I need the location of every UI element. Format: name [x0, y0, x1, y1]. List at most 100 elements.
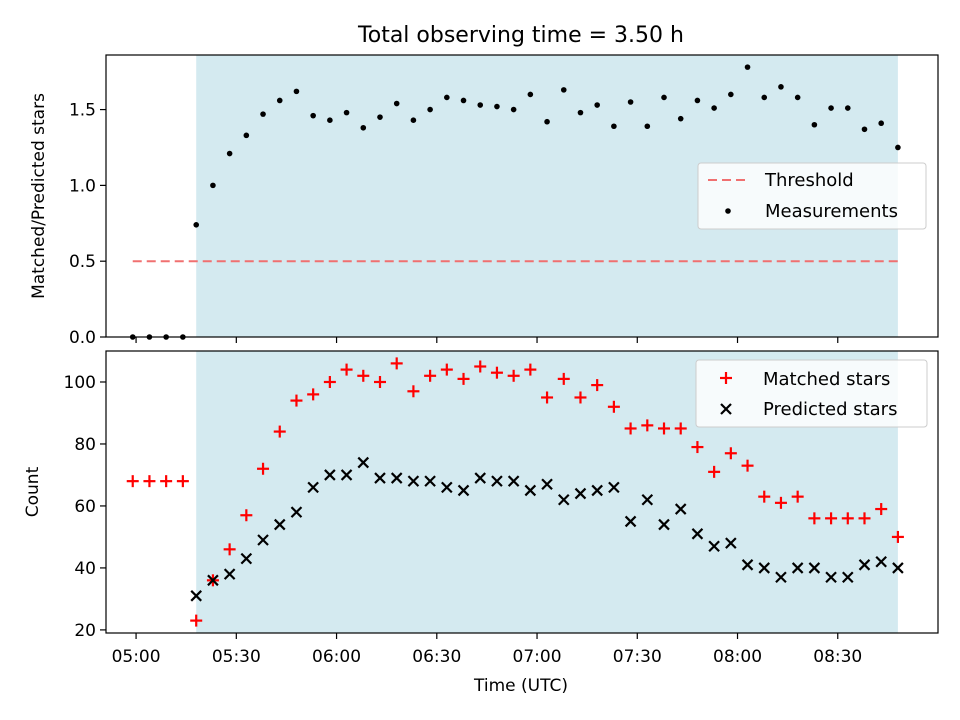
predicted-point	[825, 571, 837, 583]
predicted-point	[557, 493, 570, 506]
measurement-point	[477, 102, 484, 108]
matched-point	[825, 512, 838, 525]
matched-point	[641, 419, 654, 432]
measurement-point	[510, 106, 517, 113]
predicted-point	[541, 478, 553, 491]
predicted-point	[424, 475, 436, 487]
measurement-point	[861, 126, 868, 133]
matched-point	[323, 375, 336, 388]
predicted-point	[307, 481, 319, 494]
matched-point	[691, 441, 704, 454]
legend-threshold-label: Threshold	[764, 170, 854, 191]
predicted-point	[507, 475, 520, 487]
predicted-point	[775, 571, 787, 583]
matched-point	[708, 465, 721, 478]
measurement-point	[560, 87, 567, 93]
count-ytick-label: 80	[74, 435, 96, 455]
predicted-point	[457, 484, 470, 497]
predicted-point	[791, 562, 804, 574]
predicted-point	[608, 481, 620, 494]
matched-point	[674, 422, 687, 435]
predicted-point	[641, 493, 654, 506]
predicted-point	[240, 552, 253, 565]
count-y-ticks: 20 40 60 80 100	[64, 373, 106, 641]
matched-point	[791, 490, 804, 503]
ratio-ytick-label: 0.0	[69, 328, 96, 348]
matched-point	[340, 363, 353, 376]
measurement-point	[711, 105, 717, 111]
ratio-ytick-label: 1.0	[69, 176, 96, 196]
matched-point	[724, 447, 737, 460]
measurement-point	[878, 120, 884, 127]
matched-point	[524, 363, 537, 376]
measurement-point	[895, 144, 901, 151]
matched-point	[240, 509, 253, 522]
predicted-point	[741, 559, 754, 571]
predicted-point	[324, 469, 336, 481]
predicted-point	[691, 528, 704, 540]
matched-point	[841, 512, 854, 525]
ratio-axes-frame	[105, 54, 939, 338]
measurement-point	[828, 105, 834, 111]
count-xtick-label: 05:30	[212, 647, 261, 667]
ratio-panel: 0.0 0.5 1.0 1.5 Matched/Predicted stars Thr…	[29, 54, 939, 348]
predicted-point	[624, 515, 637, 528]
measurement-point	[577, 109, 584, 116]
matched-point	[307, 388, 320, 401]
predicted-point	[273, 518, 286, 531]
measurement-point	[694, 97, 701, 104]
measurement-point	[661, 94, 667, 101]
predicted-point	[574, 487, 587, 500]
predicted-point	[374, 472, 386, 484]
predicted-point	[491, 475, 503, 487]
matched-point	[126, 475, 139, 488]
predicted-point	[875, 555, 887, 568]
matched-point	[176, 475, 189, 488]
matched-point	[373, 375, 386, 388]
predicted-point	[591, 484, 603, 497]
measurement-point	[778, 84, 784, 90]
predicted-point	[842, 571, 854, 583]
measurement-point	[310, 112, 316, 119]
matched-point	[574, 391, 587, 404]
measurement-point	[794, 94, 801, 101]
matched-point	[741, 459, 754, 472]
predicted-point	[658, 518, 670, 531]
count-xtick-label: 07:30	[613, 647, 662, 667]
count-legend: Matched stars Predicted stars	[695, 359, 928, 428]
measurement-point	[494, 103, 500, 110]
predicted-point	[257, 534, 269, 546]
matched-point	[875, 503, 888, 516]
measurement-point	[343, 109, 350, 116]
predicted-point	[223, 568, 236, 580]
matched-point	[557, 372, 570, 385]
measurement-point	[844, 105, 851, 111]
predicted-point	[674, 503, 687, 515]
matched-point	[390, 357, 403, 370]
legend-measurements-swatch	[725, 208, 731, 214]
predicted-point	[207, 574, 219, 587]
measurement-point	[276, 97, 283, 104]
measurement-point	[594, 102, 600, 108]
predicted-point	[290, 506, 303, 518]
measurement-point	[377, 114, 383, 120]
measurement-point	[761, 94, 768, 101]
legend-predicted-label: Predicted stars	[763, 399, 897, 420]
legend-matched-swatch	[720, 372, 732, 384]
ratio-x-ticks	[135, 337, 839, 343]
predicted-point	[808, 562, 821, 574]
predicted-point	[441, 481, 453, 494]
count-points	[126, 357, 904, 627]
matched-point	[507, 369, 520, 382]
ratio-ytick-label: 1.5	[69, 101, 96, 121]
matched-point	[808, 512, 821, 525]
count-ytick-label: 40	[74, 559, 96, 579]
count-axes-frame	[105, 350, 939, 634]
measurement-point	[360, 124, 367, 131]
count-y-axis-label: Count	[23, 466, 43, 517]
count-x-ticks: 05:00 05:30 06:00 06:30 07:00 07:30 08:00 08:30	[112, 633, 862, 667]
predicted-point	[340, 469, 353, 481]
matched-point	[257, 462, 270, 475]
predicted-point	[407, 475, 420, 487]
